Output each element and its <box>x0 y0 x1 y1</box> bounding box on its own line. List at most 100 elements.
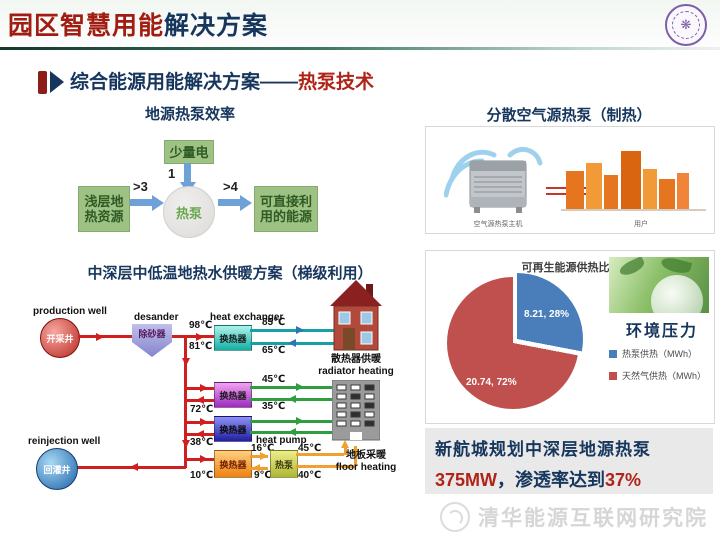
page-title: 园区智慧用能解决方案 <box>8 6 268 42</box>
production-well: 开采井 <box>40 318 80 358</box>
watermark: 清华能源互联网研究院 <box>440 502 708 532</box>
radiator-heating-label: 散热器供暖 radiator heating <box>318 354 394 378</box>
right-arrow-icon <box>218 199 240 206</box>
header-divider <box>0 47 720 50</box>
flow-arrow <box>196 430 204 438</box>
temp-45-supply: 45℃ <box>262 374 286 385</box>
temp-98: 98℃ <box>189 320 213 331</box>
temp-9: 9℃ <box>254 470 272 481</box>
section-subtitle: 综合能源用能解决方案——热泵技术 <box>70 67 374 94</box>
pipe <box>296 465 356 468</box>
callout-line1: 新航城规划中深层地源热泵 <box>435 440 651 459</box>
header-band <box>0 0 720 47</box>
subtitle-highlight: 热泵技术 <box>298 72 375 93</box>
tsinghua-logo-glyph: ❋ <box>672 11 700 39</box>
flow-arrow <box>130 463 138 471</box>
heat-exchanger-1: 换热器 <box>214 325 252 351</box>
temp-65: 65℃ <box>262 345 286 356</box>
air-source-unit-illustration <box>444 146 543 213</box>
temp-40: 40℃ <box>298 470 322 481</box>
floor-heating-cn: 地板采暖 <box>346 450 386 461</box>
pie-label-gas: 20.74, 72% <box>466 377 517 388</box>
flow-arrow <box>296 417 304 425</box>
heat-pump-box: 热泵 <box>270 450 298 478</box>
flow-arrow <box>200 455 208 463</box>
right-arrowhead-icon <box>152 194 164 211</box>
environment-caption: 环境压力 <box>625 323 698 340</box>
leaf-icon <box>659 257 693 276</box>
flow-arrow <box>252 464 260 472</box>
temp-45-hp: 45℃ <box>298 443 322 454</box>
desander: 除砂器 <box>132 324 172 357</box>
ashp-user-label: 用户 <box>634 221 648 228</box>
flow-arrow <box>288 339 296 347</box>
pipe <box>184 337 187 468</box>
callout-value-capacity: 375MW <box>435 470 498 490</box>
heat-exchanger-label: heat exchanger <box>210 312 284 323</box>
gshp-title: 地源热泵效率 <box>144 106 235 123</box>
temp-72: 72℃ <box>190 404 214 415</box>
floor-heating-building-illustration <box>332 380 380 441</box>
heat-exchanger-2: 换热器 <box>214 382 252 408</box>
pie-chart-title: 可再生能源供热比重 <box>521 262 621 274</box>
reinjection-well: 回灌井 <box>36 448 78 490</box>
legend-item-heatpump: 热泵供热（MWh） <box>609 347 697 360</box>
watermark-logo-icon <box>440 502 470 532</box>
right-arrowhead-icon <box>240 194 252 211</box>
user-buildings-illustration <box>561 151 706 211</box>
flow-arrow <box>200 418 208 426</box>
reinjection-well-label: reinjection well <box>28 436 101 447</box>
flow-arrow <box>296 383 304 391</box>
flow-arrow <box>288 428 296 436</box>
temp-16: 16℃ <box>251 443 275 454</box>
pipe <box>296 453 344 456</box>
ashp-image-panel: 空气源热泵主机 用户 <box>425 126 715 234</box>
flow-arrow <box>341 440 349 448</box>
page-title-navy: 解决方案 <box>164 12 269 40</box>
temp-35: 35℃ <box>262 401 286 412</box>
down-arrow-icon <box>184 163 191 183</box>
flow-arrow <box>200 384 208 392</box>
floor-heating-en: floor heating <box>335 462 397 473</box>
gshp-source-box: 浅层地热资源 <box>78 186 130 232</box>
heat-exchanger-4: 换热器 <box>214 450 252 478</box>
globe-icon <box>651 275 703 313</box>
renewable-share-panel: 可再生能源供热比重 8.21, 28% 20.74, 72% 环境压力 热泵供热… <box>425 250 715 424</box>
callout-value-penetration: 37% <box>605 470 642 490</box>
flow-arrow <box>260 452 268 460</box>
pipe <box>250 398 342 401</box>
flow-arrow <box>181 358 190 366</box>
legend-label-heatpump: 热泵供热（MWh） <box>622 349 697 359</box>
gshp-output-box: 可直接利用的能源 <box>254 186 318 232</box>
temp-81: 81℃ <box>189 341 213 352</box>
flow-arrow <box>196 332 204 341</box>
ashp-unit-label: 空气源热泵主机 <box>473 221 523 228</box>
flow-arrow <box>96 332 104 341</box>
radiator-house-illustration <box>330 280 382 351</box>
pie-slice-heatpump <box>451 273 583 405</box>
watermark-text: 清华能源互联网研究院 <box>478 507 708 530</box>
gshp-source-ratio: >3 <box>133 179 148 194</box>
pipe <box>250 431 342 434</box>
callout-line2: 375MW，渗透率达到37% <box>435 466 703 492</box>
tsinghua-logo-icon: ❋ <box>665 4 707 46</box>
bullet-bar-icon <box>38 71 47 94</box>
radiator-heating-en: radiator heating <box>318 366 394 377</box>
pipe <box>250 455 268 458</box>
heat-pump-label: heat pump <box>256 435 307 446</box>
bullet-arrow-icon <box>50 71 64 93</box>
temp-85: 85℃ <box>262 317 286 328</box>
gshp-pump-circle: 热泵 <box>163 186 215 238</box>
flow-arrow <box>288 395 296 403</box>
pie-label-heatpump: 8.21, 28% <box>524 309 570 320</box>
gshp-electricity-box: 少量电 <box>164 140 214 164</box>
environment-photo <box>609 257 709 313</box>
flow-arrow <box>351 449 359 457</box>
floor-heating-label: 地板采暖 floor heating <box>330 450 402 474</box>
callout-mid-text: ，渗透率达到 <box>497 470 606 490</box>
legend-swatch-heatpump <box>609 349 617 358</box>
flow-arrow <box>181 440 190 448</box>
heat-exchanger-3: 换热器 <box>214 416 252 442</box>
cascade-title: 中深层中低温地热水供暖方案（梯级利用） <box>87 265 373 282</box>
